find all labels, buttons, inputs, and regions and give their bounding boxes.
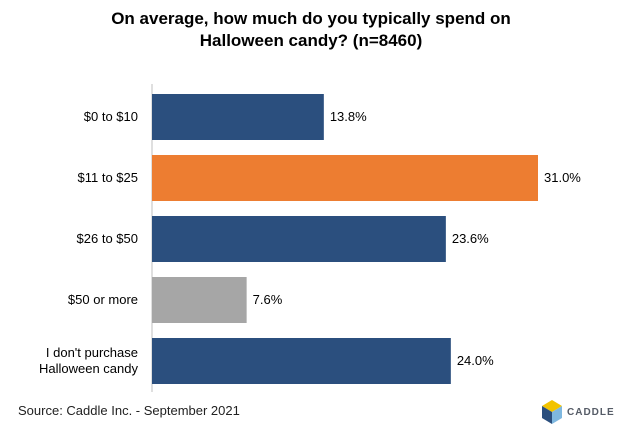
data-label: 24.0%: [457, 353, 494, 368]
category-label: $11 to $25: [78, 170, 138, 185]
caddle-logo-icon: [542, 400, 562, 424]
bar: [152, 94, 324, 140]
data-label: 7.6%: [253, 292, 283, 307]
data-label: 13.8%: [330, 109, 367, 124]
category-label: $50 or more: [68, 292, 138, 307]
category-label: $0 to $10: [84, 109, 138, 124]
source-note: Source: Caddle Inc. - September 2021: [18, 403, 240, 418]
caddle-logo-text: CADDLE: [567, 406, 615, 418]
chart-title-line-1: On average, how much do you typically sp…: [111, 9, 511, 28]
bar: [152, 277, 247, 323]
category-label: $26 to $50: [77, 231, 138, 246]
bar: [152, 155, 538, 201]
bar: [152, 338, 451, 384]
data-label: 23.6%: [452, 231, 489, 246]
chart-title-line-2: Halloween candy? (n=8460): [199, 31, 423, 50]
category-label: I don't purchase: [46, 345, 138, 360]
caddle-logo: CADDLE: [541, 399, 616, 425]
category-label: Halloween candy: [39, 361, 139, 376]
bar: [152, 216, 446, 262]
chart-title: On average, how much do you typically sp…: [0, 8, 622, 52]
data-label: 31.0%: [544, 170, 581, 185]
